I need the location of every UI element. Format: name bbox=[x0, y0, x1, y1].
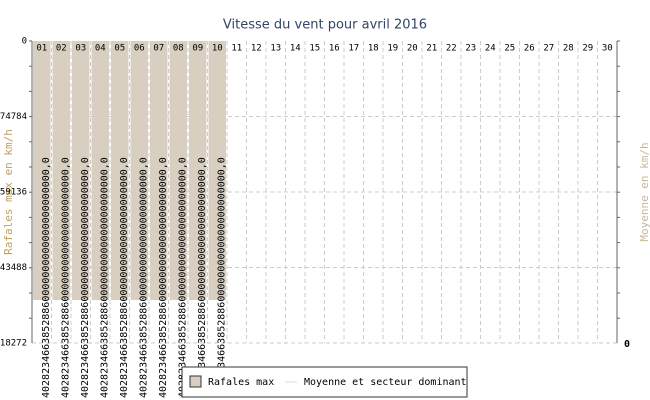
day-label: 23 bbox=[465, 44, 476, 54]
left-axis-label: Rafales max en km/h bbox=[2, 129, 15, 255]
day-label: 12 bbox=[251, 44, 262, 54]
legend-swatch bbox=[189, 375, 202, 388]
grid bbox=[29, 40, 620, 344]
bar-value-label: 40282346638528860000000000000000000000,0 bbox=[60, 157, 71, 398]
left-tick-label: 43488 bbox=[0, 263, 27, 273]
day-label: 19 bbox=[387, 44, 398, 54]
day-label: 09 bbox=[192, 44, 203, 54]
day-label: 14 bbox=[290, 44, 301, 54]
day-label: 17 bbox=[348, 44, 359, 54]
bar bbox=[189, 41, 207, 300]
day-label: 07 bbox=[153, 44, 164, 54]
bar bbox=[111, 41, 129, 300]
day-label: 01 bbox=[36, 44, 47, 54]
day-label: 20 bbox=[407, 44, 418, 54]
day-label: 03 bbox=[75, 44, 86, 54]
day-label: 30 bbox=[602, 44, 613, 54]
day-label: 08 bbox=[173, 44, 184, 54]
day-label: 06 bbox=[134, 44, 145, 54]
left-tick-label: 74784 bbox=[0, 112, 27, 122]
day-label: 18 bbox=[368, 44, 379, 54]
right-axis-label: Moyenne en km/h bbox=[638, 142, 650, 241]
bar-value-label: 40282346638528860000000000000000000000,0 bbox=[80, 157, 91, 398]
bar bbox=[208, 41, 226, 300]
day-label: 28 bbox=[563, 44, 574, 54]
day-label: 15 bbox=[309, 44, 320, 54]
left-tick-label: 18272 bbox=[0, 339, 27, 349]
bar bbox=[72, 41, 90, 300]
legend-label: Rafales max bbox=[208, 377, 274, 388]
day-label: 26 bbox=[524, 44, 535, 54]
bar-value-label: 40282346638528860000000000000000000000,0 bbox=[119, 157, 130, 398]
left-tick-label: 59136 bbox=[0, 188, 27, 198]
day-label: 11 bbox=[231, 44, 242, 54]
bar bbox=[169, 41, 187, 300]
bar-labels: 40282346638528860000000000000000000000,0… bbox=[41, 157, 228, 398]
right-tick-label: 0 bbox=[624, 339, 630, 350]
day-label: 29 bbox=[582, 44, 593, 54]
day-label: 21 bbox=[426, 44, 437, 54]
bar bbox=[33, 41, 51, 300]
bar bbox=[52, 41, 70, 300]
bar-value-label: 40282346638528860000000000000000000000,0 bbox=[216, 157, 227, 398]
day-label: 02 bbox=[56, 44, 67, 54]
day-label: 04 bbox=[95, 44, 106, 54]
bar-value-label: 40282346638528860000000000000000000000,0 bbox=[197, 157, 208, 398]
legend bbox=[181, 366, 468, 398]
bar-value-label: 40282346638528860000000000000000000000,0 bbox=[177, 157, 188, 398]
bar-value-label: 40282346638528860000000000000000000000,0 bbox=[158, 157, 169, 398]
left-tick-label: 0 bbox=[22, 37, 27, 47]
bar bbox=[150, 41, 168, 300]
bars bbox=[33, 41, 226, 300]
chart-title: Vitesse du vent pour avril 2016 bbox=[223, 18, 427, 33]
day-label: 13 bbox=[270, 44, 281, 54]
day-label: 10 bbox=[212, 44, 223, 54]
legend-label: Moyenne et secteur dominant bbox=[304, 377, 467, 388]
day-label: 05 bbox=[114, 44, 125, 54]
bar-value-label: 40282346638528860000000000000000000000,0 bbox=[41, 157, 52, 398]
day-label: 27 bbox=[543, 44, 554, 54]
day-label: 22 bbox=[446, 44, 457, 54]
day-label: 16 bbox=[329, 44, 340, 54]
bar-value-label: 40282346638528860000000000000000000000,0 bbox=[138, 157, 149, 398]
day-label: 24 bbox=[485, 44, 496, 54]
bar-value-label: 40282346638528860000000000000000000000,0 bbox=[99, 157, 110, 398]
bar bbox=[91, 41, 109, 300]
bar bbox=[130, 41, 148, 300]
day-label: 25 bbox=[504, 44, 515, 54]
